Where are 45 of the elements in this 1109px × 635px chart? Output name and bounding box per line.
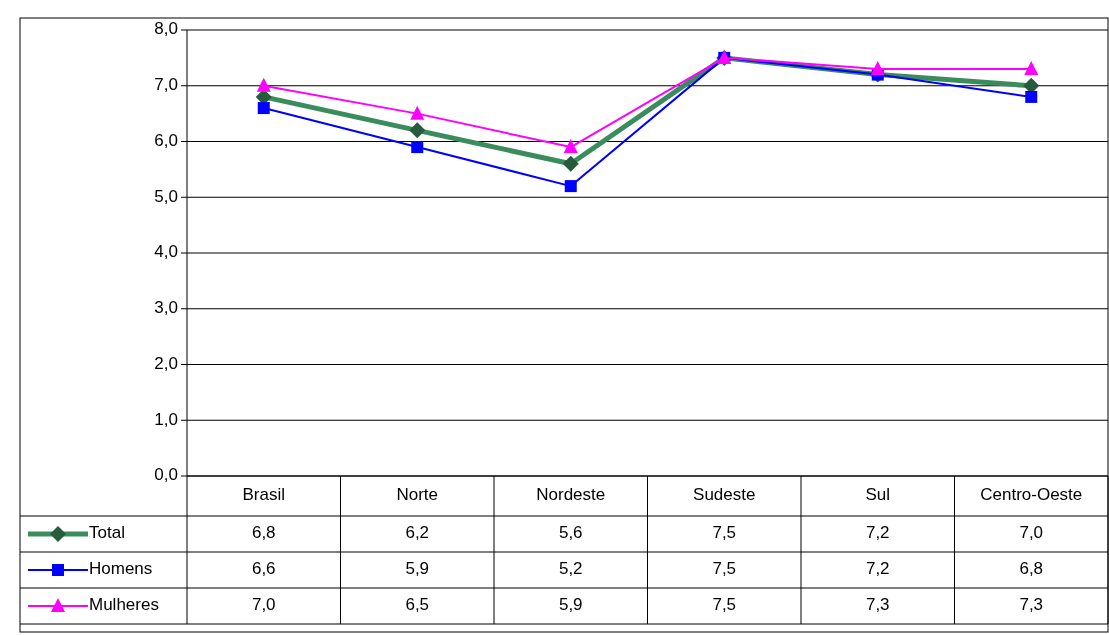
legend-label: Total — [89, 523, 125, 543]
data-label: 6,8 — [1019, 559, 1044, 579]
point — [1025, 90, 1038, 103]
data-label: 6,6 — [251, 559, 276, 579]
data-label: 6,8 — [251, 523, 276, 543]
x-tick-label: Brasil — [242, 485, 286, 505]
point — [411, 141, 424, 154]
data-label: 7,3 — [865, 595, 890, 615]
data-label: 7,2 — [865, 523, 890, 543]
x-tick-label: Sudeste — [693, 485, 756, 505]
data-label: 7,2 — [865, 559, 890, 579]
y-tick-label: 1,0 — [154, 409, 178, 429]
point — [257, 102, 270, 115]
y-tick-label: 3,0 — [154, 298, 178, 318]
data-label: 7,5 — [712, 559, 737, 579]
data-label: 7,5 — [712, 595, 737, 615]
x-tick-label: Norte — [396, 485, 439, 505]
data-label: 5,2 — [558, 559, 583, 579]
legend-label: Homens — [89, 559, 153, 579]
point — [870, 61, 885, 76]
data-label: 7,5 — [712, 523, 737, 543]
y-tick-label: 0,0 — [154, 465, 178, 485]
data-label: 7,3 — [1019, 595, 1044, 615]
y-tick-label: 8,0 — [154, 19, 178, 39]
data-label: 7,0 — [1019, 523, 1044, 543]
data-label: 5,9 — [405, 559, 430, 579]
point — [1024, 61, 1039, 76]
x-tick-label: Centro-Oeste — [980, 485, 1083, 505]
data-label: 5,9 — [558, 595, 583, 615]
data-label: 7,0 — [251, 595, 276, 615]
legend-label: Mulheres — [89, 595, 159, 615]
x-tick-label: Nordeste — [536, 485, 606, 505]
point — [256, 77, 271, 92]
y-tick-label: 2,0 — [154, 353, 178, 373]
data-label: 6,2 — [405, 523, 430, 543]
point — [410, 105, 425, 120]
y-tick-label: 4,0 — [154, 242, 178, 262]
point — [563, 139, 578, 154]
point — [564, 180, 577, 193]
data-label: 5,6 — [558, 523, 583, 543]
y-tick-label: 6,0 — [154, 130, 178, 150]
y-tick-label: 5,0 — [154, 186, 178, 206]
y-tick-label: 7,0 — [154, 75, 178, 95]
data-label: 6,5 — [405, 595, 430, 615]
x-tick-label: Sul — [865, 485, 891, 505]
